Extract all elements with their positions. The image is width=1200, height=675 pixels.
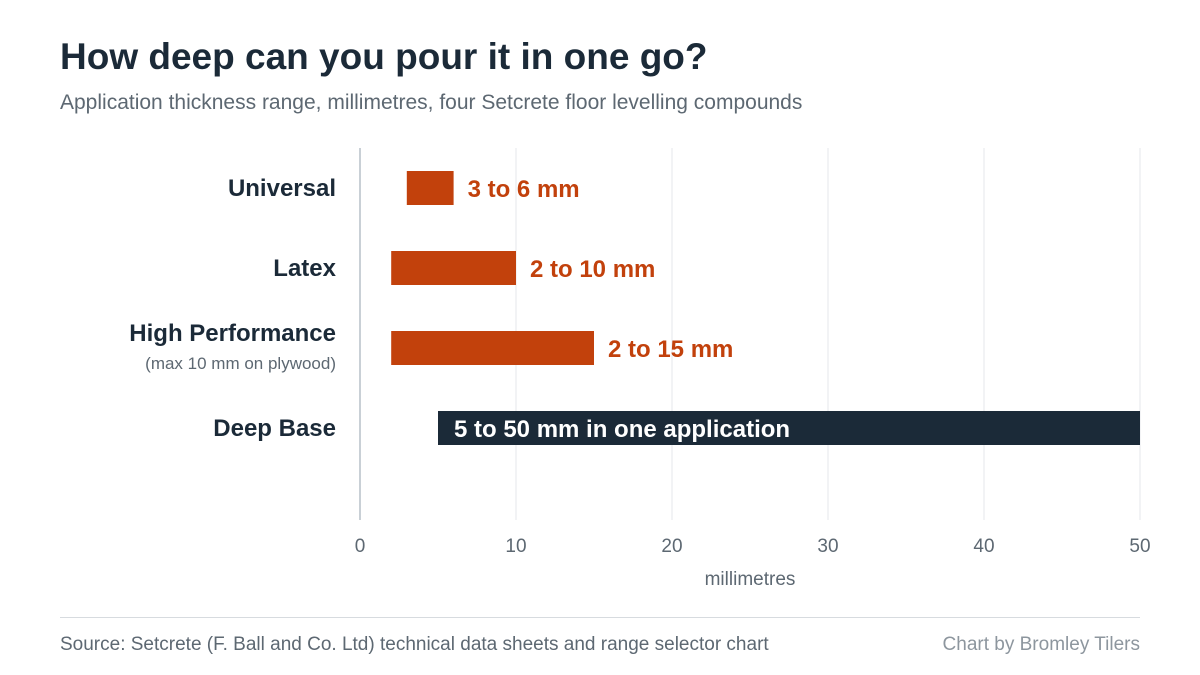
source-note: Source: Setcrete (F. Ball and Co. Ltd) t… [60,634,769,655]
x-tick-label-0: 0 [355,536,366,557]
range-bar-deep-base [438,411,1140,445]
data-label-deep-base: 5 to 50 mm in one application [454,416,790,443]
x-tick-label-40: 40 [973,536,994,557]
range-bar-universal [406,171,454,205]
footer-divider [60,617,1140,618]
range-bar-chart: 0 10 20 30 40 50 millimetres Universal 3 to 6 mm… [129,148,1151,590]
chart-credit: Chart by Bromley Tilers [942,634,1140,655]
category-label-high-performance: High Performance [129,320,336,347]
category-note-high-performance: (max 10 mm on plywood) [145,354,336,373]
category-label-latex: Latex [273,255,336,282]
category-label-universal: Universal [228,175,336,202]
x-tick-label-20: 20 [661,536,682,557]
x-tick-label-30: 30 [817,536,838,557]
x-axis-title: millimetres [705,569,796,590]
data-label-latex: 2 to 10 mm [530,256,655,283]
range-bar-latex [391,251,516,285]
x-tick-label-50: 50 [1129,536,1150,557]
category-label-deep-base: Deep Base [213,415,336,442]
chart-title: How deep can you pour it in one go? [60,36,708,77]
data-label-universal: 3 to 6 mm [468,176,580,203]
data-label-high-performance: 2 to 15 mm [608,336,733,363]
range-bar-high-performance [391,331,594,365]
x-tick-label-10: 10 [505,536,526,557]
chart-subtitle: Application thickness range, millimetres… [60,91,803,114]
